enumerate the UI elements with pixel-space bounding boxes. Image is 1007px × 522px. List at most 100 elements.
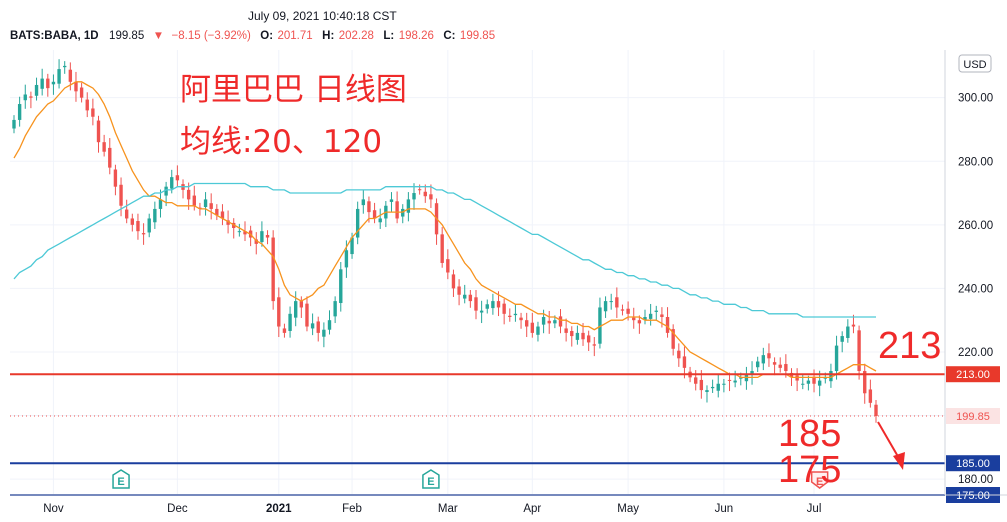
earnings-marker[interactable]: E [810,471,829,489]
candle-body [322,329,326,337]
price-label-bg [946,366,1000,383]
candle [840,331,844,353]
price-labels: 213.00 199.85 185.00 175.00 [946,366,1000,503]
candle [547,310,551,334]
time-tick-label: Jul [807,503,822,515]
candle [282,323,287,338]
currency-label: USD [963,59,986,71]
candle-body [68,69,73,82]
candle-body [660,314,664,317]
candle [96,115,101,153]
candle-body [530,322,535,333]
earnings-marker-label: E [117,476,124,488]
candle-body [113,169,118,187]
candle-body [834,345,839,372]
high-value: 202.28 [339,30,374,42]
candle-body [705,390,709,393]
change-value: −8.15 (−3.92%) [172,30,251,42]
candle [153,201,157,229]
candle-body [175,175,180,181]
candle-body [772,362,777,365]
annotation-level-185: 185 [778,413,841,455]
candle-body [40,78,44,89]
candle-body [541,317,546,325]
earnings-marker[interactable]: E [422,469,440,489]
candle [755,356,760,372]
price-label-185.00: 185.00 [946,455,1000,472]
candle [294,291,298,327]
candle-body [96,120,101,143]
candle [463,284,467,304]
candle [620,304,625,316]
candle [451,269,456,297]
header-datetime: July 09, 2021 10:40:18 CST [248,9,397,23]
candle [85,92,89,118]
earnings-marker[interactable]: E [112,469,130,489]
candle-body [243,231,247,235]
candle [372,202,377,224]
trend-arrow-head [893,452,905,470]
earnings-marker-shape [810,471,829,489]
candle [316,316,320,342]
candle-body [355,208,360,238]
candle-body [130,218,135,225]
earnings-marker-label: E [816,476,823,488]
earnings-marker-label: E [427,476,434,488]
candle-body [699,379,704,391]
earnings-marker-shape [422,469,440,489]
candle [130,213,135,232]
candle [722,378,726,393]
candle-body [277,297,281,327]
candle-body [817,380,822,386]
candle-body [305,303,309,327]
candle-body [17,104,22,120]
candle-body [806,380,811,384]
plot-area[interactable] [10,50,945,495]
candle-body [694,377,698,384]
candle-body [570,330,574,337]
price-label-bg [946,455,1000,472]
candle [829,363,833,388]
header-legend: BATS:BABA, 1D 199.85 ▼ −8.15 (−3.92%) O:… [10,26,495,43]
candle-body [829,371,833,382]
candle-body [761,355,766,364]
candle-body [665,317,670,333]
candle [406,192,411,222]
time-axis[interactable]: Nov Dec 2021 Feb Mar Apr May Jun Jul [43,503,821,515]
candle-body [74,81,78,92]
candle-body [553,320,557,324]
candle [265,230,270,245]
candle-body [440,234,444,263]
candle [91,98,95,126]
price-label-213.00: 213.00 [946,366,1000,383]
candle-body [327,320,332,330]
candle-body [648,313,653,319]
low-value: 198.26 [399,30,434,42]
candle [682,346,687,379]
candle-body [671,329,675,349]
candle [136,213,140,240]
candle-body [525,320,529,327]
price-axis[interactable]: 180.00200.00220.00240.00260.00280.00300.… [958,93,993,486]
annotation-level-175: 175 [778,449,841,491]
candle-body [361,199,365,206]
candle-body [496,301,501,308]
candle [665,307,670,338]
candle-body [136,221,140,232]
candle [586,330,591,352]
price-tick-label: 300.00 [958,93,993,105]
candle [440,227,444,268]
currency-badge[interactable]: USD [958,54,992,73]
candle-body [141,233,146,235]
candle-body [79,87,84,98]
time-tick-label: Mar [438,503,458,515]
candle-body [265,234,270,238]
price-label-text: 185.00 [956,458,990,470]
candle [508,308,512,322]
candle [395,191,399,224]
low-label: L: [383,30,394,42]
candle [389,192,394,213]
candle-body [502,303,506,314]
